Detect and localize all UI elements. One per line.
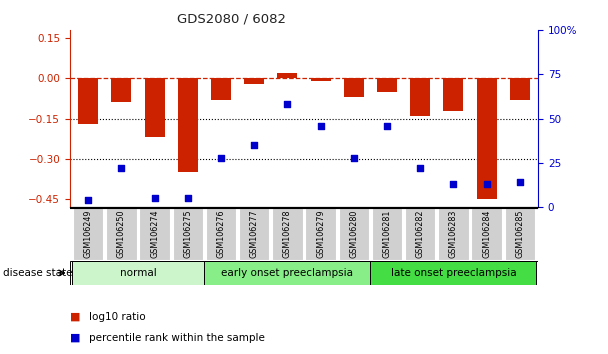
- Text: GSM106275: GSM106275: [183, 209, 192, 258]
- Point: [216, 155, 226, 160]
- Bar: [178, 78, 198, 172]
- Text: GSM106274: GSM106274: [150, 209, 159, 258]
- Bar: [410, 78, 430, 116]
- Text: percentile rank within the sample: percentile rank within the sample: [89, 333, 265, 343]
- Bar: [438, 208, 469, 260]
- Text: GSM106282: GSM106282: [416, 209, 425, 258]
- Point: [515, 179, 525, 185]
- Bar: [106, 208, 137, 260]
- Text: ■: ■: [70, 312, 80, 322]
- Text: GDS2080 / 6082: GDS2080 / 6082: [176, 12, 286, 25]
- Point: [349, 155, 359, 160]
- Point: [150, 195, 159, 201]
- Bar: [239, 208, 269, 260]
- Bar: [73, 208, 103, 260]
- Bar: [505, 208, 535, 260]
- Text: GSM106280: GSM106280: [350, 209, 358, 258]
- Text: log10 ratio: log10 ratio: [89, 312, 146, 322]
- Point: [449, 181, 458, 187]
- Bar: [272, 208, 303, 260]
- Bar: [405, 208, 435, 260]
- Bar: [305, 208, 336, 260]
- Text: GSM106249: GSM106249: [84, 209, 92, 258]
- Text: GSM106278: GSM106278: [283, 209, 292, 258]
- Bar: [111, 78, 131, 103]
- Text: normal: normal: [120, 268, 156, 278]
- Bar: [443, 78, 463, 110]
- Text: GSM106277: GSM106277: [250, 209, 258, 258]
- Bar: [510, 78, 530, 100]
- Point: [316, 123, 325, 129]
- Bar: [244, 78, 264, 84]
- Bar: [139, 208, 170, 260]
- Text: disease state: disease state: [3, 268, 72, 278]
- Bar: [78, 78, 98, 124]
- Point: [83, 197, 93, 203]
- Bar: [371, 208, 402, 260]
- Text: GSM106276: GSM106276: [216, 209, 226, 258]
- Point: [249, 142, 259, 148]
- Bar: [72, 261, 204, 285]
- Bar: [145, 78, 165, 137]
- Bar: [471, 208, 502, 260]
- Text: GSM106285: GSM106285: [516, 209, 524, 258]
- Text: GSM106250: GSM106250: [117, 209, 126, 258]
- Bar: [477, 78, 497, 199]
- Point: [117, 165, 126, 171]
- Bar: [211, 78, 231, 100]
- Bar: [204, 261, 370, 285]
- Bar: [173, 208, 203, 260]
- Point: [183, 195, 193, 201]
- Text: ■: ■: [70, 333, 80, 343]
- Bar: [344, 78, 364, 97]
- Point: [415, 165, 425, 171]
- Point: [482, 181, 491, 187]
- Text: GSM106279: GSM106279: [316, 209, 325, 258]
- Text: GSM106281: GSM106281: [382, 209, 392, 258]
- Bar: [377, 78, 397, 92]
- Bar: [370, 261, 536, 285]
- Text: early onset preeclampsia: early onset preeclampsia: [221, 268, 353, 278]
- Text: GSM106283: GSM106283: [449, 209, 458, 258]
- Text: GSM106284: GSM106284: [482, 209, 491, 258]
- Text: late onset preeclampsia: late onset preeclampsia: [390, 268, 516, 278]
- Bar: [277, 73, 297, 78]
- Point: [382, 123, 392, 129]
- Bar: [311, 78, 331, 81]
- Bar: [339, 208, 369, 260]
- Bar: [206, 208, 237, 260]
- Point: [283, 102, 292, 107]
